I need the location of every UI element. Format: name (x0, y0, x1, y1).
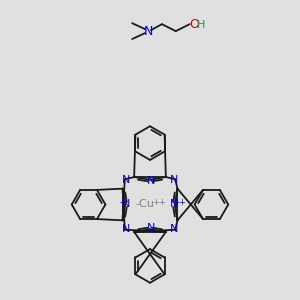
Text: -: - (152, 225, 156, 235)
Text: N: N (147, 176, 155, 186)
Text: H: H (197, 20, 206, 30)
Text: N: N (143, 25, 153, 38)
Text: N: N (122, 175, 130, 185)
Text: N: N (122, 224, 130, 234)
Text: N: N (147, 223, 155, 233)
Text: N: N (170, 175, 178, 185)
Text: ++: ++ (173, 198, 186, 207)
Text: N: N (170, 224, 178, 234)
Text: N: N (169, 200, 178, 209)
Text: -: - (119, 197, 123, 208)
Text: ++: ++ (152, 198, 166, 207)
Text: O: O (190, 18, 200, 31)
Text: -Cu: -Cu (136, 200, 154, 209)
Text: N: N (122, 200, 130, 209)
